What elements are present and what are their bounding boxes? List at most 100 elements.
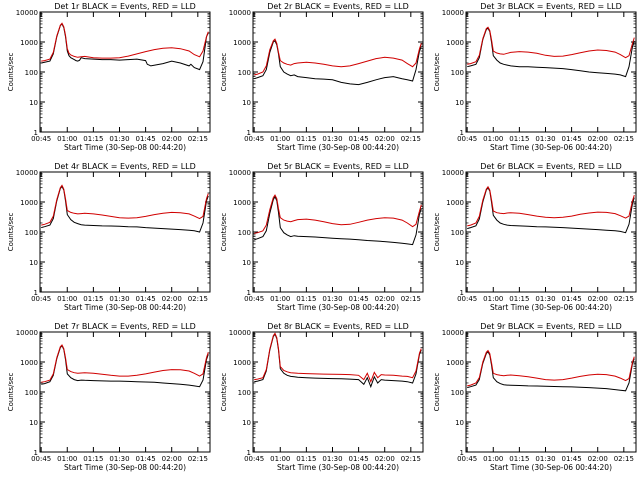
series-line-lld [254,38,422,76]
x-tick-label: 02:00 [375,135,395,143]
x-tick-label: 00:45 [31,295,51,303]
y-tick-label: 10 [29,99,38,107]
y-axis-label: Counts/sec [433,53,441,92]
x-tick-label: 01:45 [562,135,582,143]
chart-panel: Det 6r BLACK = Events, RED = LLD 1 10 100 10… [433,162,637,312]
series-line-lld [41,184,209,226]
chart-panel: Det 1r BLACK = Events, RED = LLD 1 10 100 10… [7,2,211,152]
y-axis-label: Counts/sec [7,373,15,412]
y-tick-label: 1 [247,289,251,297]
x-tick-label: 00:45 [31,455,51,463]
x-tick-label: 01:30 [322,455,342,463]
chart-title: Det 1r BLACK = Events, RED = LLD [54,2,196,11]
plot-frame [252,11,424,133]
x-axis-label: Start Time (30-Sep-08 00:44:20) [64,143,186,152]
x-tick-label: 02:00 [375,455,395,463]
y-tick-label: 10 [29,419,38,427]
x-tick-label: 02:15 [401,455,421,463]
y-tick-label: 10 [242,419,251,427]
x-axis-label: Start Time (30-Sep-08 00:44:20) [277,143,399,152]
series-line-lld [254,332,422,384]
chart-title: Det 2r BLACK = Events, RED = LLD [267,2,409,11]
x-tick-label: 01:45 [349,455,369,463]
x-tick-label: 01:00 [483,295,503,303]
y-tick-label: 1000 [20,39,38,47]
chart-panel: Det 3r BLACK = Events, RED = LLD 1 10 100 10… [433,2,637,152]
x-tick-label: 00:45 [244,135,264,143]
x-tick-label: 02:15 [188,455,208,463]
x-tick-label: 02:00 [162,135,182,143]
x-tick-label: 01:45 [349,295,369,303]
x-tick-label: 00:45 [457,295,477,303]
y-axis-label: Counts/sec [433,373,441,412]
y-tick-label: 10 [455,419,464,427]
series-line-lld [467,185,635,227]
y-tick-label: 1000 [233,39,251,47]
x-tick-label: 01:15 [296,135,316,143]
chart-title: Det 6r BLACK = Events, RED = LLD [480,162,622,171]
x-tick-label: 01:15 [509,295,529,303]
y-tick-label: 1 [34,289,38,297]
y-tick-label: 1 [460,449,464,457]
y-tick-label: 1 [460,289,464,297]
series-line-events [467,27,635,78]
x-tick-label: 01:15 [83,455,103,463]
x-tick-label: 01:15 [509,135,529,143]
chart-title: Det 9r BLACK = Events, RED = LLD [480,322,622,331]
plot-frame [39,11,211,133]
plot-frame [252,171,424,293]
y-axis-label: Counts/sec [220,213,228,252]
x-tick-label: 02:00 [375,295,395,303]
x-tick-label: 00:45 [244,455,264,463]
chart-title: Det 5r BLACK = Events, RED = LLD [267,162,409,171]
chart-panel: Det 5r BLACK = Events, RED = LLD 1 10 100 10… [220,162,424,312]
x-tick-label: 01:00 [57,135,77,143]
x-tick-label: 02:15 [401,135,421,143]
y-tick-label: 1 [34,449,38,457]
y-tick-label: 100 [451,229,464,237]
series-line-lld [41,344,209,383]
y-tick-label: 10 [455,99,464,107]
x-tick-label: 01:15 [509,455,529,463]
plot-frame [39,331,211,453]
series-line-lld [254,194,422,234]
y-tick-label: 10000 [229,9,251,17]
x-tick-label: 01:30 [322,135,342,143]
x-tick-label: 01:30 [322,295,342,303]
y-tick-label: 100 [451,69,464,77]
x-tick-label: 02:00 [588,135,608,143]
x-tick-label: 01:30 [109,455,129,463]
x-tick-label: 01:00 [483,135,503,143]
series-line-events [467,186,635,234]
x-tick-label: 01:00 [270,455,290,463]
x-tick-label: 02:15 [188,135,208,143]
x-tick-label: 00:45 [244,295,264,303]
y-tick-label: 1000 [20,199,38,207]
series-line-events [467,350,635,392]
x-tick-label: 01:45 [136,455,156,463]
y-tick-label: 1 [247,129,251,137]
x-axis-label: Start Time (30-Sep-06 00:44:20) [490,303,612,312]
y-axis-label: Counts/sec [220,53,228,92]
y-tick-label: 1000 [446,39,464,47]
y-tick-label: 100 [451,389,464,397]
y-tick-label: 100 [25,229,38,237]
x-tick-label: 01:00 [270,295,290,303]
series-line-lld [41,22,209,62]
y-tick-label: 1 [34,129,38,137]
x-tick-label: 01:45 [562,455,582,463]
series-line-events [254,195,422,246]
chart-panel: Det 9r BLACK = Events, RED = LLD 1 10 100 10… [433,322,637,472]
chart-title: Det 7r BLACK = Events, RED = LLD [54,322,196,331]
x-tick-label: 01:15 [83,295,103,303]
x-tick-label: 01:00 [483,455,503,463]
y-tick-label: 100 [25,69,38,77]
series-line-events [41,23,209,71]
y-axis-label: Counts/sec [7,213,15,252]
y-tick-label: 10000 [442,9,464,17]
x-tick-label: 02:15 [614,295,634,303]
chart-panel: Det 2r BLACK = Events, RED = LLD 1 10 100 10… [220,2,424,152]
x-axis-label: Start Time (30-Sep-08 00:44:20) [64,463,186,472]
x-axis-label: Start Time (30-Sep-06 00:44:20) [490,143,612,152]
